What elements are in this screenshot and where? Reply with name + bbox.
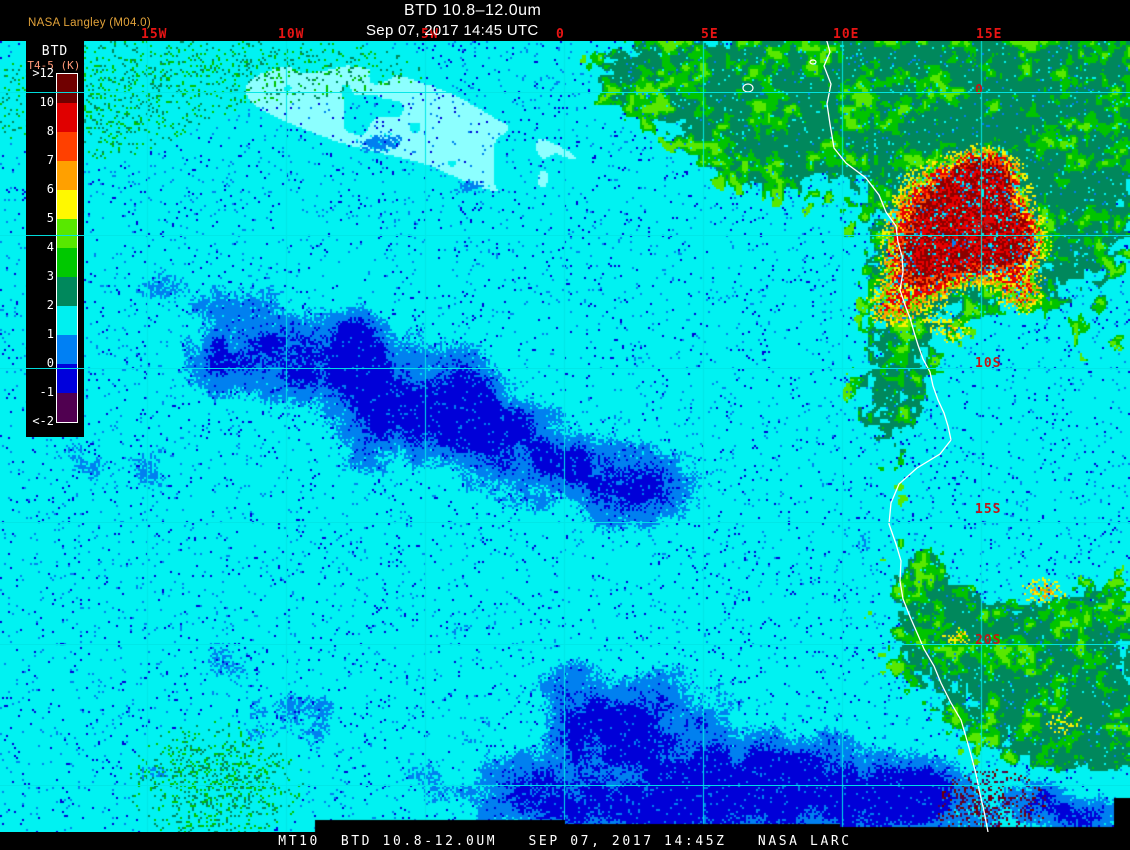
colorbar-segment <box>57 306 77 335</box>
colorbar-segment <box>57 393 77 422</box>
footer-bar: MT10 BTD 10.8-12.0UM SEP 07, 2017 14:45Z… <box>0 832 1130 850</box>
colorbar-tick: 6 <box>46 182 54 196</box>
satellite-map-canvas <box>0 41 1130 832</box>
colorbar-tick: >12 <box>32 66 54 80</box>
colorbar-tick: -1 <box>39 385 54 399</box>
source-label: NASA Langley (M04.0) <box>28 17 151 29</box>
colorbar-tick: 1 <box>46 327 54 341</box>
colorbar-segment <box>57 103 77 132</box>
colorbar-tick: 3 <box>46 269 54 283</box>
lon-label-15W: 15W <box>141 27 168 42</box>
colorbar-legend: BTD T4-5 (K) >12 10 8 7 6 5 4 3 2 1 0 -1 <-2 <box>26 41 84 437</box>
colorbar-tick: <-2 <box>32 414 54 428</box>
colorbar-segment <box>57 161 77 190</box>
colorbar-tick: 8 <box>46 124 54 138</box>
colorbar-tick: 2 <box>46 298 54 312</box>
colorbar-segment <box>57 219 77 248</box>
latitude-gridline <box>0 235 1130 236</box>
latitude-gridline <box>0 785 1130 786</box>
colorbar-scale <box>56 73 78 423</box>
colorbar-segment <box>57 132 77 161</box>
lon-label-15E: 15E <box>976 27 1003 42</box>
latitude-gridline <box>0 644 1130 645</box>
colorbar-tick: 10 <box>39 95 54 109</box>
lat-label-20S: 20S <box>975 633 1002 648</box>
lon-label-5E: 5E <box>701 27 719 42</box>
lat-label-0: 0 <box>975 83 984 98</box>
colorbar-segment <box>57 190 77 219</box>
image-timestamp: Sep 07, 2017 14:45 UTC <box>366 22 539 39</box>
colorbar-subtitle: T4-5 (K) <box>27 59 81 72</box>
colorbar-segment <box>57 74 77 103</box>
latitude-gridline <box>0 92 1130 93</box>
colorbar-tick: 5 <box>46 211 54 225</box>
colorbar-tick: 0 <box>46 356 54 370</box>
colorbar-segment <box>57 277 77 306</box>
latitude-gridline <box>0 368 1130 369</box>
header-bar: NASA Langley (M04.0) 15W 10W 5W 0 5E 10E 15E B… <box>0 0 1130 42</box>
footer-text: MT10 BTD 10.8-12.0UM SEP 07, 2017 14:45Z… <box>278 833 852 849</box>
colorbar-tick: 7 <box>46 153 54 167</box>
lon-label-5W: 5W <box>421 27 439 42</box>
image-title: BTD 10.8–12.0um <box>404 2 542 19</box>
lon-label-0: 0 <box>556 27 565 42</box>
colorbar-title: BTD <box>41 44 69 59</box>
colorbar-segment <box>57 248 77 277</box>
lat-label-5S: 5S <box>975 219 993 234</box>
colorbar-segment <box>57 335 77 364</box>
lon-label-10W: 10W <box>278 27 305 42</box>
latitude-gridline <box>0 522 1130 523</box>
lon-label-10E: 10E <box>833 27 860 42</box>
colorbar-segment <box>57 364 77 393</box>
lat-label-15S: 15S <box>975 502 1002 517</box>
colorbar-tick: 4 <box>46 240 54 254</box>
